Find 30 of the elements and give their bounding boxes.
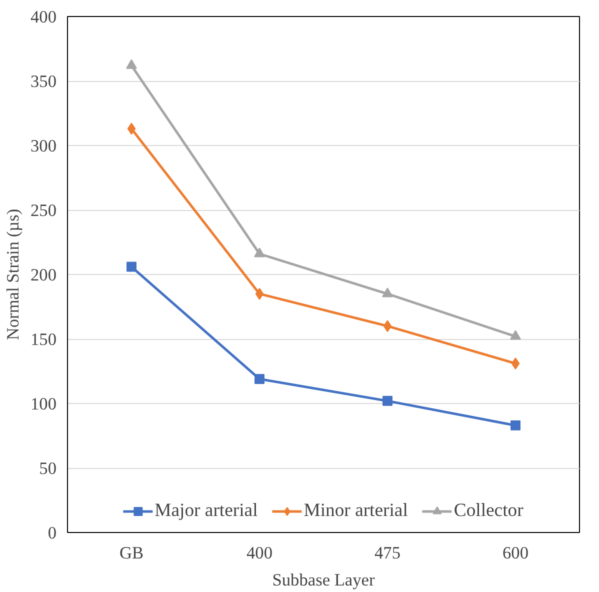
point bbox=[254, 248, 265, 258]
x-tick-label: 600 bbox=[502, 544, 529, 562]
point bbox=[510, 420, 520, 430]
y-tick-label: 250 bbox=[30, 201, 57, 220]
x-tick-label: 475 bbox=[374, 544, 401, 562]
point bbox=[382, 288, 393, 298]
y-tick-label: 400 bbox=[30, 8, 57, 26]
point bbox=[255, 288, 264, 300]
y-tick-label: 200 bbox=[30, 266, 57, 284]
point bbox=[127, 122, 136, 135]
legend-label: Collector bbox=[454, 500, 524, 522]
legend-label: Major arterial bbox=[154, 500, 258, 522]
point bbox=[126, 262, 136, 272]
y-tick-label: 0 bbox=[48, 524, 57, 542]
y-tick-label: 150 bbox=[30, 330, 57, 349]
point bbox=[382, 396, 392, 406]
point bbox=[126, 59, 137, 69]
x-axis-title: Subbase Layer bbox=[272, 570, 375, 590]
point bbox=[511, 358, 520, 370]
x-tick-label: GB bbox=[119, 544, 144, 562]
y-axis-title: Normal Strain (µs) bbox=[4, 208, 23, 340]
point bbox=[383, 320, 392, 332]
y-tick-label: 300 bbox=[30, 136, 57, 156]
y-tick-label: 50 bbox=[39, 459, 56, 478]
point bbox=[510, 330, 521, 340]
y-tick-label: 100 bbox=[30, 394, 57, 414]
x-tick-label: 400 bbox=[246, 544, 273, 562]
y-tick-label: 350 bbox=[30, 72, 57, 91]
point bbox=[254, 374, 264, 384]
legend-label: Minor arterial bbox=[304, 500, 408, 522]
